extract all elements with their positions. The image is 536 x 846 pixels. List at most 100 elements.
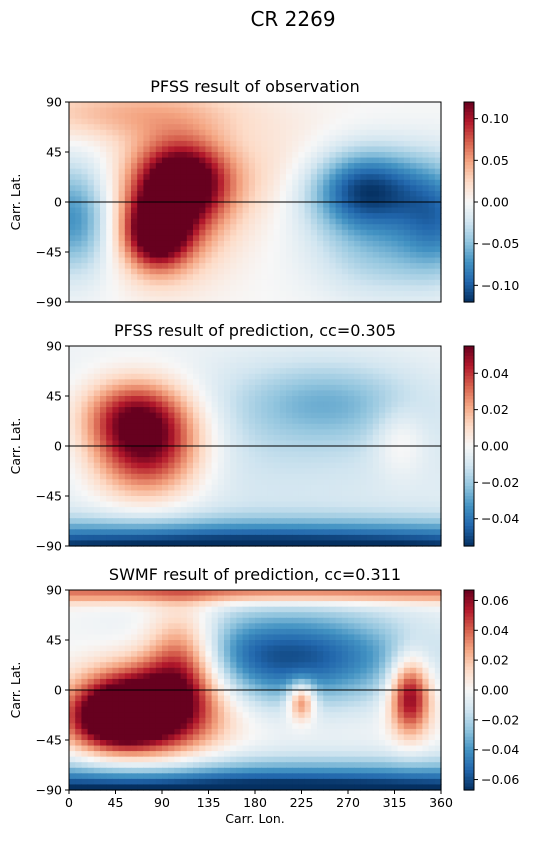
heatmap-cell [273,140,281,148]
heatmap-cell [81,473,89,480]
heatmap-cell [186,113,194,120]
heatmap-cell [217,623,225,630]
heatmap-cell [112,296,120,303]
heatmap-cell [87,246,95,253]
heatmap-cell [75,129,82,136]
heatmap-cell [323,373,330,380]
heatmap-cell [286,240,293,248]
heatmap-cell [310,107,318,114]
heatmap-cell [143,157,151,164]
heatmap-cell [248,218,256,225]
heatmap-cell [87,224,95,231]
heatmap-cell [75,185,82,192]
heatmap-cell [434,218,442,225]
heatmap-cell [434,362,442,369]
heatmap-cell [385,451,392,458]
heatmap-cell [428,107,436,114]
heatmap-cell [124,229,132,236]
heatmap-cell [81,379,89,386]
heatmap-cell [174,146,182,153]
heatmap-cell [124,628,132,636]
heatmap-cell [410,263,417,270]
heatmap-cell [267,507,275,514]
heatmap-cell [93,263,101,270]
heatmap-cell [155,490,163,497]
heatmap-cell [341,496,349,503]
heatmap-cell [217,279,225,286]
heatmap-cell [310,373,318,380]
heatmap-cell [224,484,231,492]
heatmap-cell [292,595,299,602]
heatmap-cell [186,606,194,613]
heatmap-cell [354,163,361,170]
heatmap-cell [230,529,237,536]
heatmap-cell [348,451,355,458]
heatmap-cell [149,412,157,419]
heatmap-cell [180,107,188,114]
heatmap-cell [248,224,256,231]
heatmap-cell [230,296,237,303]
heatmap-cell [416,152,423,159]
heatmap-cell [211,174,219,181]
heatmap-cell [397,152,405,159]
heatmap-cell [69,113,76,120]
heatmap-cell [434,490,442,497]
heatmap-cell [354,140,361,148]
heatmap-cell [168,451,175,458]
heatmap-cell [100,534,107,542]
heatmap-cell [69,274,76,281]
heatmap-cell [279,479,287,486]
heatmap-cell [100,252,107,259]
heatmap-cell [69,202,76,209]
heatmap-cell [143,229,151,236]
heatmap-cell [199,185,206,192]
heatmap-cell [75,285,82,292]
heatmap-cell [304,152,312,159]
heatmap-cell [205,595,213,602]
heatmap-cell [162,440,169,447]
heatmap-cell [397,623,405,630]
heatmap-cell [248,351,256,358]
heatmap-cell [317,518,324,525]
heatmap-cell [292,434,299,442]
heatmap-cell [279,252,287,259]
heatmap-cell [273,285,281,292]
heatmap-cell [75,207,82,214]
heatmap-cell [236,396,244,403]
heatmap-cell [137,396,144,403]
heatmap-cell [372,190,380,198]
heatmap-cell [69,429,76,436]
heatmap-cell [124,152,132,159]
heatmap-cell [385,190,392,198]
heatmap-cell [298,168,306,175]
heatmap-cell [81,240,89,248]
heatmap-cell [434,412,442,419]
heatmap-cell [279,401,287,408]
heatmap-cell [217,396,225,403]
heatmap-cell [292,457,299,464]
heatmap-cell [168,446,175,453]
heatmap-cell [298,290,306,298]
heatmap-cell [397,468,405,475]
heatmap-cell [372,628,380,636]
heatmap-cell [360,190,368,198]
heatmap-cell [106,229,113,236]
heatmap-cell [348,473,355,480]
heatmap-cell [354,601,361,608]
heatmap-cell [112,257,120,264]
heatmap-cell [93,135,101,142]
heatmap-cell [329,224,337,231]
heatmap-cell [100,451,107,458]
heatmap-cell [329,351,337,358]
heatmap-cell [286,606,293,613]
heatmap-cell [267,595,275,602]
heatmap-cell [341,368,349,375]
heatmap-cell [317,113,324,120]
heatmap-cell [242,357,250,364]
heatmap-cell [286,412,293,419]
heatmap-cell [93,351,101,358]
heatmap-cell [323,407,330,414]
heatmap-cell [87,457,95,464]
heatmap-cell [242,268,250,275]
